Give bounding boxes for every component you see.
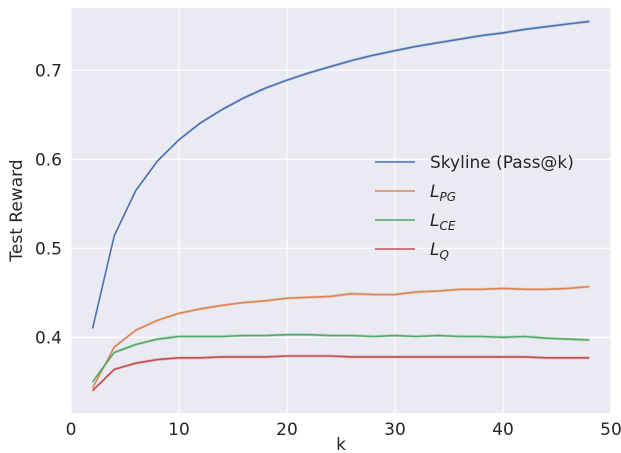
x-axis-label: k: [336, 435, 346, 453]
series-line: [91, 20, 590, 329]
x-tick-label: 20: [276, 420, 298, 440]
legend-label-subscript: PG: [439, 190, 456, 204]
x-tick-label: 30: [384, 420, 406, 440]
legend-label-subscript: Q: [439, 248, 448, 262]
x-tick-label: 10: [168, 420, 190, 440]
y-tick-label: 0.7: [35, 61, 62, 81]
y-tick-label: 0.4: [35, 328, 62, 348]
legend-label: Skyline (Pass@k): [430, 153, 574, 173]
tick-labels: 0 10 20 30 40 50 0.4 0.5 0.6 0.7: [35, 61, 621, 440]
series-line: [92, 355, 590, 392]
series-line: [91, 333, 590, 383]
x-tick-label: 0: [66, 420, 77, 440]
y-axis-label: Test Reward: [7, 159, 27, 262]
plot-background: [71, 8, 611, 413]
y-tick-label: 0.6: [35, 150, 62, 170]
series-lines: [91, 19, 590, 393]
grid: [70, 8, 612, 413]
series-line: [91, 285, 590, 389]
legend-label-subscript: CE: [439, 219, 455, 233]
y-tick-label: 0.5: [35, 239, 62, 259]
x-tick-label: 50: [600, 420, 621, 440]
x-tick-label: 40: [492, 420, 514, 440]
